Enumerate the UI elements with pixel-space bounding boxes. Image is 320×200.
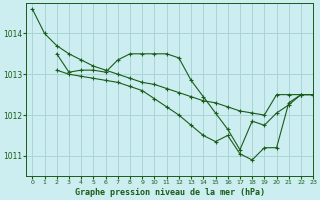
X-axis label: Graphe pression niveau de la mer (hPa): Graphe pression niveau de la mer (hPa) — [75, 188, 265, 197]
